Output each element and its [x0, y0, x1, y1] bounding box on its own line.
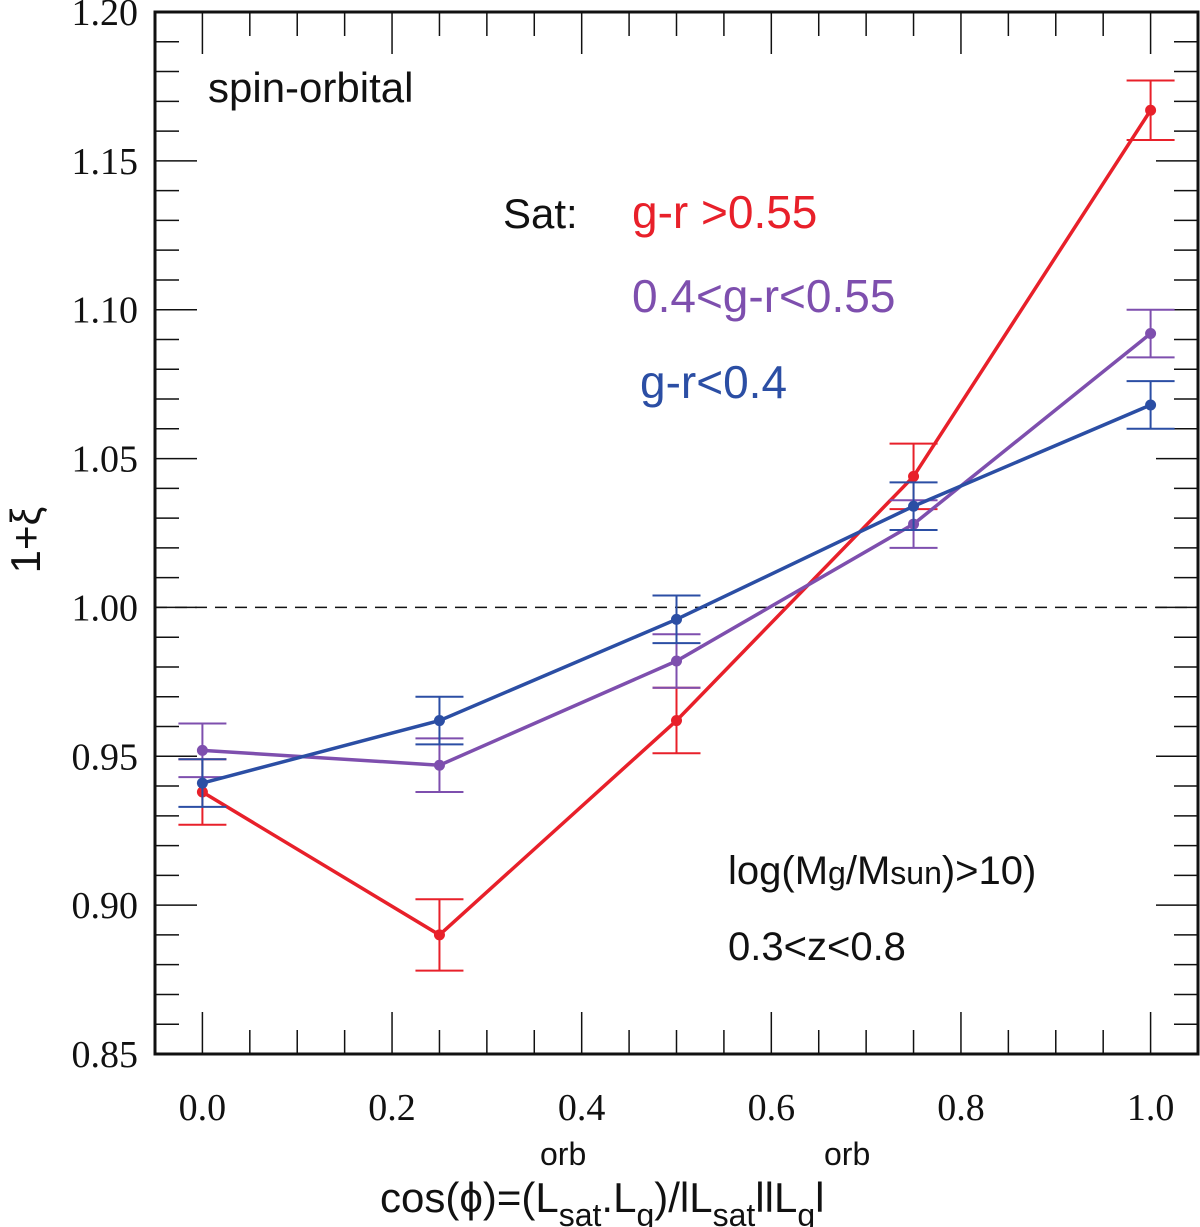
y-tick-label: 0.90 — [72, 885, 139, 927]
y-axis-title: 1+ξ — [2, 507, 49, 574]
legend-entry-purple: 0.4<g-r<0.55 — [632, 270, 895, 322]
y-tick-label: 1.00 — [72, 587, 139, 629]
x-tick-label: 0.4 — [558, 1087, 606, 1129]
series-layer — [178, 79, 1175, 972]
redshift-annotation: 0.3<z<0.8 — [728, 925, 906, 969]
data-point — [196, 744, 208, 756]
legend-prefix: Sat: — [503, 190, 578, 237]
y-tick-label: 0.85 — [72, 1034, 139, 1076]
data-point — [908, 470, 920, 482]
data-point — [671, 715, 682, 727]
y-tick-label: 1.20 — [72, 0, 139, 34]
data-point — [671, 655, 682, 667]
data-point — [433, 929, 445, 941]
mass-cut-annotation: log(Mg/Msun)>10) — [728, 849, 1036, 893]
x-tick-label: 0.2 — [368, 1087, 416, 1129]
series-0 — [178, 79, 1175, 972]
y-tick-labels: 0.85 0.90 0.95 1.00 1.05 1.10 1.15 1.20 — [72, 0, 139, 1076]
y-tick-label: 1.10 — [72, 290, 139, 332]
chart-title: spin-orbital — [208, 64, 413, 111]
plot-frame — [153, 10, 1200, 1056]
x-tick-label: 1.0 — [1127, 1087, 1175, 1129]
x-tick-label: 0.8 — [937, 1087, 985, 1129]
x-tick-label: 0.6 — [748, 1087, 796, 1129]
data-point — [671, 613, 682, 625]
x-axis-title-superscript-1: orb — [540, 1136, 586, 1172]
x-axis-title-superscript-2: orb — [824, 1136, 870, 1172]
data-point — [1145, 399, 1157, 411]
minor-ticks — [154, 11, 1199, 1055]
y-tick-label: 0.95 — [72, 736, 139, 778]
y-tick-label: 1.05 — [72, 439, 139, 481]
x-axis-title: cos(ϕ)=(Lsat.Lg)/lLsatllLgl — [380, 1174, 824, 1227]
x-tick-label: 0.0 — [179, 1087, 227, 1129]
y-tick-label: 1.15 — [72, 141, 139, 183]
legend-entry-blue: g-r<0.4 — [640, 356, 787, 408]
data-point — [908, 500, 920, 512]
series-2 — [178, 380, 1175, 808]
data-point — [1145, 328, 1157, 340]
data-point — [433, 715, 445, 727]
data-point — [433, 759, 445, 771]
data-point — [1145, 104, 1157, 116]
x-tick-labels: 0.0 0.2 0.4 0.6 0.8 1.0 — [179, 1087, 1175, 1129]
data-point — [196, 777, 208, 789]
series-1 — [178, 308, 1175, 794]
legend-entry-red: g-r >0.55 — [632, 186, 817, 238]
